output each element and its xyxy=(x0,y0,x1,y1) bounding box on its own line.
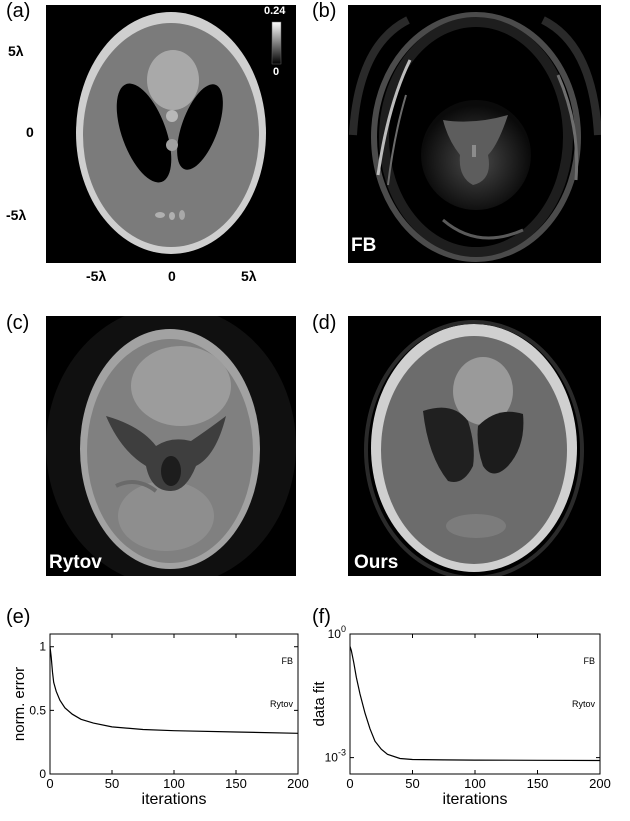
rytov-reconstruction-image: Rytov xyxy=(46,316,296,576)
method-tag-fb: FB xyxy=(351,235,377,256)
y-tick-label: 0.5 xyxy=(29,703,46,717)
x-tick-label: 200 xyxy=(287,776,309,791)
y-tick-label: 100 xyxy=(328,624,346,641)
plot-frame xyxy=(49,633,299,775)
phantom-ground-truth-image: 0.24 0 xyxy=(46,5,296,263)
panel-label-b: (b) xyxy=(312,0,337,22)
colorbar-min-label: 0 xyxy=(273,66,280,78)
annotation-fb: FB xyxy=(583,656,595,666)
y-tick-5lambda: 5λ xyxy=(8,43,24,59)
x-tick-label: 0 xyxy=(346,776,353,791)
x-tick-5lambda: 5λ xyxy=(241,268,257,284)
panel-label-e: (e) xyxy=(6,606,31,628)
panel-label-a: (a) xyxy=(6,0,31,22)
x-tick-label: 200 xyxy=(589,776,611,791)
x-tick-label: 100 xyxy=(163,776,185,791)
annotation-rytov: Rytov xyxy=(270,699,294,709)
x-tick-0: 0 xyxy=(168,268,176,284)
colorbar-max-label: 0.24 xyxy=(264,5,286,17)
panel-label-f: (f) xyxy=(312,606,331,628)
panel-label-d: (d) xyxy=(312,312,337,334)
ours-reconstruction-image: Ours xyxy=(348,316,601,576)
x-axis-label: iterations xyxy=(142,791,207,808)
x-tick-label: 150 xyxy=(225,776,247,791)
x-tick-minus5lambda: -5λ xyxy=(86,268,107,284)
y-axis-label: norm. error xyxy=(11,667,28,741)
plot-frame xyxy=(349,633,601,775)
x-tick-label: 150 xyxy=(527,776,549,791)
y-tick-label: 0 xyxy=(39,767,46,781)
annotation-rytov: Rytov xyxy=(572,699,596,709)
y-tick-label: 10-3 xyxy=(325,748,346,765)
colorbar xyxy=(271,21,282,65)
y-tick-0: 0 xyxy=(26,124,34,140)
data-fit-plot: 0 50 100 150 200 100 10-3 FB Rytov iterations data… xyxy=(310,620,630,816)
panel-label-c: (c) xyxy=(6,312,30,334)
fb-reconstruction-image: FB xyxy=(348,5,601,263)
method-tag-ours: Ours xyxy=(354,552,399,573)
annotation-fb: FB xyxy=(281,656,293,666)
x-axis-label: iterations xyxy=(443,791,508,808)
x-tick-label: 50 xyxy=(405,776,419,791)
y-tick-label: 1 xyxy=(39,640,46,654)
method-tag-rytov: Rytov xyxy=(49,552,102,573)
series-line xyxy=(349,646,601,762)
x-tick-label: 100 xyxy=(464,776,486,791)
x-tick-label: 50 xyxy=(105,776,119,791)
y-axis-label: data fit xyxy=(311,681,328,727)
error-plot: 0 50 100 150 200 0 0.5 1 FB Rytov iterations norm. … xyxy=(0,620,310,816)
y-tick-minus5lambda: -5λ xyxy=(6,207,27,223)
x-tick-label: 0 xyxy=(46,776,53,791)
series-line xyxy=(49,646,299,734)
